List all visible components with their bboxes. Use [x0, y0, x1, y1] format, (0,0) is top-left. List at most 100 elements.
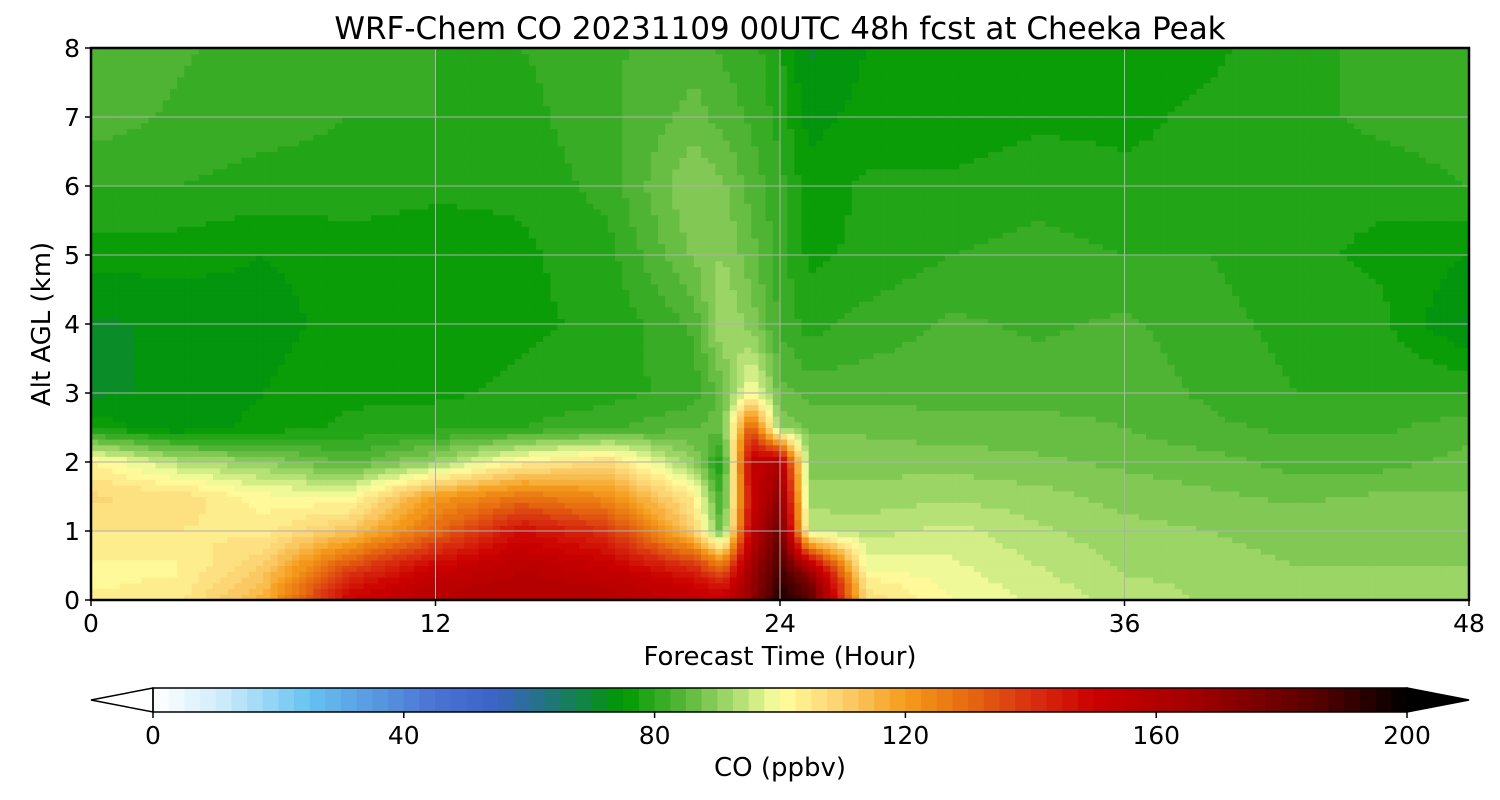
heatmap-cell: [1239, 588, 1248, 595]
heatmap-cell: [198, 571, 207, 578]
heatmap-cell: [105, 525, 114, 532]
heatmap-cell: [1081, 456, 1090, 463]
heatmap-cell: [722, 565, 731, 572]
heatmap-cell: [1404, 554, 1413, 561]
heatmap-cell: [370, 513, 379, 521]
heatmap-cell: [1325, 565, 1334, 572]
heatmap-cell: [930, 502, 939, 509]
heatmap-cell: [708, 559, 717, 567]
heatmap-cell: [715, 490, 724, 498]
heatmap-cell: [1110, 496, 1118, 503]
heatmap-cell: [500, 462, 508, 469]
heatmap-cell: [1181, 485, 1190, 492]
heatmap-cell: [880, 479, 889, 486]
heatmap-cell: [643, 508, 652, 515]
heatmap-cell: [349, 462, 358, 469]
heatmap-cell: [550, 554, 559, 561]
heatmap-cell: [241, 490, 250, 498]
heatmap-cell: [399, 462, 408, 469]
heatmap-cell: [1239, 531, 1248, 538]
heatmap-cell: [313, 519, 322, 526]
heatmap-cell: [686, 548, 695, 555]
heatmap-cell: [715, 513, 724, 521]
heatmap-cell: [191, 582, 200, 590]
heatmap-cell: [679, 450, 688, 457]
heatmap-cell: [1253, 485, 1262, 492]
heatmap-cell: [256, 462, 264, 469]
heatmap-cell: [1440, 490, 1449, 498]
heatmap-cell: [1454, 542, 1463, 549]
heatmap-cell: [1210, 542, 1219, 549]
heatmap-cell: [500, 559, 508, 567]
heatmap-cell: [1217, 508, 1226, 515]
heatmap-cell: [1246, 467, 1255, 475]
heatmap-cell: [1404, 594, 1413, 600]
heatmap-cell: [758, 571, 767, 578]
heatmap-cell: [1045, 473, 1054, 480]
heatmap-cell: [471, 479, 480, 486]
heatmap-cell: [421, 479, 429, 486]
heatmap-cell: [392, 571, 401, 578]
heatmap-cell: [902, 565, 910, 572]
heatmap-cell: [184, 456, 193, 463]
heatmap-cell: [607, 490, 616, 498]
heatmap-cell: [916, 542, 925, 549]
heatmap-cell: [543, 571, 551, 578]
heatmap-cell: [672, 508, 681, 515]
heatmap-cell: [557, 467, 566, 475]
heatmap-cell: [471, 450, 480, 457]
heatmap-cell: [1052, 462, 1061, 469]
heatmap-cell: [873, 450, 882, 457]
heatmap-cell: [413, 508, 422, 515]
heatmap-cell: [248, 588, 257, 595]
heatmap-cell: [966, 490, 975, 498]
heatmap-cell: [959, 542, 968, 549]
heatmap-cell: [622, 548, 630, 555]
heatmap-cell: [1217, 525, 1226, 532]
heatmap-cell: [1332, 462, 1341, 469]
heatmap-cell: [1102, 525, 1111, 532]
heatmap-cell: [550, 508, 559, 515]
heatmap-cell: [421, 577, 429, 584]
heatmap-cell: [866, 508, 874, 515]
heatmap-cell: [478, 548, 487, 555]
heatmap-cell: [335, 479, 343, 486]
heatmap-cell: [1031, 582, 1039, 590]
heatmap-cell: [1346, 577, 1355, 584]
heatmap-cell: [887, 582, 896, 590]
heatmap-cell: [299, 462, 307, 469]
heatmap-cell: [722, 525, 731, 532]
heatmap-cell: [1167, 594, 1176, 600]
heatmap-cell: [500, 525, 508, 532]
heatmap-cell: [478, 554, 487, 561]
heatmap-cell: [1146, 496, 1154, 503]
heatmap-cell: [1196, 531, 1205, 538]
heatmap-cell: [134, 456, 142, 463]
heatmap-cell: [1418, 479, 1427, 486]
heatmap-cell: [342, 490, 350, 498]
heatmap-cell: [701, 513, 709, 521]
heatmap-cell: [916, 462, 925, 469]
heatmap-cell: [830, 588, 839, 595]
heatmap-cell: [744, 513, 752, 521]
heatmap-cell: [148, 536, 157, 544]
heatmap-cell: [708, 577, 717, 584]
heatmap-cell: [227, 519, 236, 526]
heatmap-cell: [299, 536, 307, 544]
heatmap-cell: [1203, 554, 1212, 561]
heatmap-cell: [787, 462, 795, 469]
heatmap-cell: [1411, 462, 1420, 469]
heatmap-cell: [162, 467, 171, 475]
heatmap-cell: [464, 502, 472, 509]
heatmap-cell: [1246, 554, 1255, 561]
heatmap-cell: [248, 548, 257, 555]
heatmap-cell: [528, 519, 537, 526]
heatmap-cell: [887, 462, 896, 469]
heatmap-cell: [1102, 462, 1111, 469]
heatmap-cell: [1239, 467, 1248, 475]
heatmap-cell: [995, 502, 1004, 509]
heatmap-cell: [593, 485, 602, 492]
heatmap-cell: [866, 571, 874, 578]
heatmap-cell: [1454, 490, 1463, 498]
heatmap-cell: [815, 519, 824, 526]
